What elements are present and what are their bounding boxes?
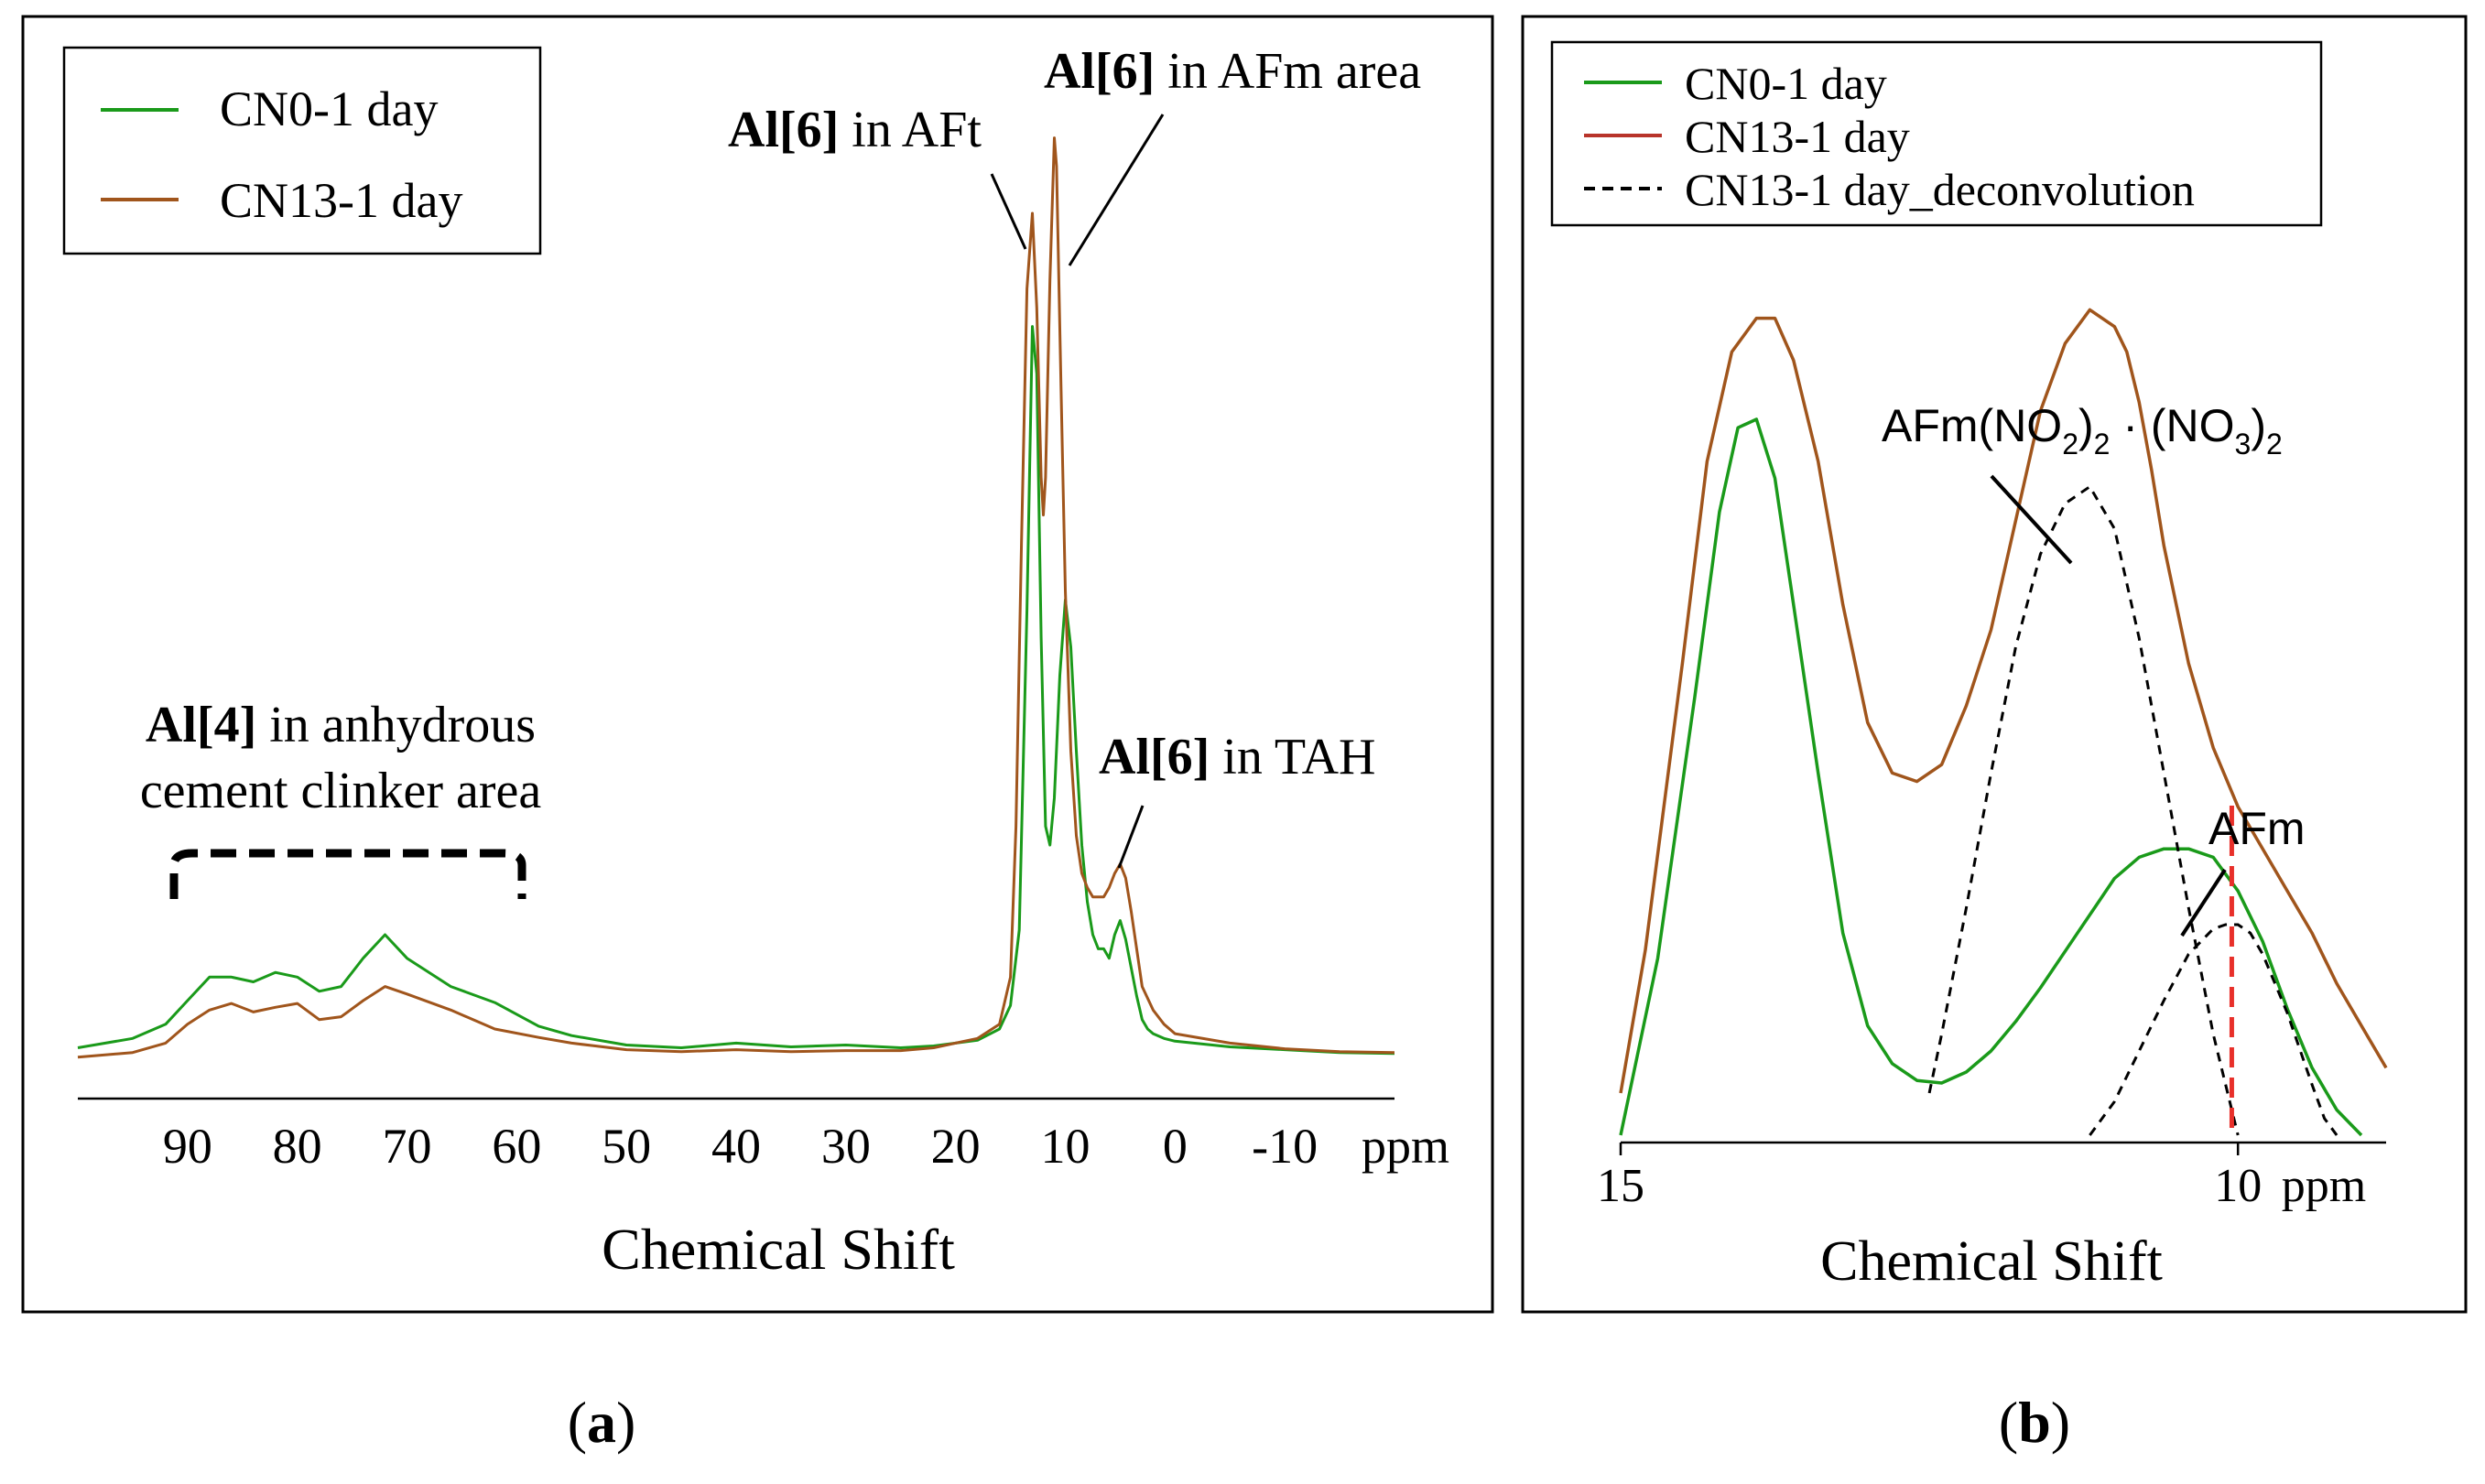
annotation-clinker: Al[4] in anhydrous: [146, 697, 536, 753]
annotation-afm-leader: [2180, 868, 2227, 937]
x-tick-label: 15: [1597, 1160, 1644, 1212]
x-tick-label: 80: [273, 1119, 322, 1174]
annotation-aft: Al[6] in AFt: [728, 102, 982, 158]
panel-a-frame: [21, 15, 1494, 1314]
annotation-aft-leader: [990, 173, 1027, 250]
x-tick-label: 40: [711, 1119, 761, 1174]
x-tick-label: 70: [383, 1119, 432, 1174]
panel-b-legend: CN0-1 day CN13-1 day CN13-1 day_deconvol…: [1550, 40, 2323, 227]
panel-a-series-cn13-line: [77, 136, 1395, 1059]
panel-b-series-cn0-line: [1619, 417, 2363, 1137]
x-tick-label: 50: [602, 1119, 651, 1174]
panel-a-legend-label-cn0: CN0-1 day: [220, 81, 438, 136]
panel-a-x-ticks: 90 80 70 60 50 40 30 20 10 0 -10: [163, 1119, 1318, 1174]
clinker-bracket: [169, 849, 526, 899]
annotation-afm-area: Al[6] in AFm area: [1044, 43, 1421, 100]
annotation-afm-no2-no3-leader: [1990, 474, 2073, 565]
panel-a-unit-label: ppm: [1362, 1119, 1449, 1174]
panel-b-x-ticks: 15 10: [1597, 1143, 2262, 1212]
annotation-afm: AFm: [2208, 803, 2306, 854]
panel-b-legend-label-deconvolution: CN13-1 day_deconvolution: [1685, 164, 2195, 215]
panel-b-legend-box: [1550, 40, 2323, 227]
panel-label-b: (b): [1999, 1390, 2070, 1455]
panel-b-legend-label-cn13: CN13-1 day: [1685, 111, 1910, 162]
panel-b-legend-label-cn0: CN0-1 day: [1685, 58, 1887, 109]
panel-a: 90 80 70 60 50 40 30 20 10 0 -10 ppm Chemical Shif…: [21, 15, 1494, 1314]
panel-b-x-axis-title: Chemical Shift: [1820, 1230, 2163, 1293]
panel-b-unit-label: ppm: [2282, 1160, 2366, 1212]
panel-b-deconvolution-afm-no2-no3: [1927, 484, 2240, 1136]
x-tick-label: 10: [1041, 1119, 1091, 1174]
x-tick-label: 10: [2214, 1160, 2262, 1212]
x-tick-label: 60: [492, 1119, 541, 1174]
annotation-tah: Al[6] in TAH: [1099, 729, 1375, 785]
panel-a-x-axis-title: Chemical Shift: [602, 1217, 955, 1282]
panel-a-legend: CN0-1 day CN13-1 day: [62, 46, 542, 255]
annotation-afm-area-leader: [1068, 114, 1165, 266]
x-tick-label: 0: [1163, 1119, 1188, 1174]
panel-b-series-cn13-line: [1619, 308, 2388, 1094]
annotation-clinker-line2: cement clinker area: [140, 763, 542, 819]
panel-a-series-cn0-line: [77, 325, 1395, 1056]
x-tick-label: 30: [821, 1119, 871, 1174]
panel-a-legend-box: [62, 46, 542, 255]
x-tick-label: 90: [163, 1119, 212, 1174]
annotation-afm-no2-no3: AFm(NO2)2 · (NO3)2: [1882, 400, 2283, 460]
panel-b: 15 10 ppm Chemical Shift CN0-1 day CN13-1…: [1521, 15, 2468, 1314]
annotation-tah-leader: [1117, 805, 1145, 869]
x-tick-label: -10: [1252, 1119, 1318, 1174]
x-tick-label: 20: [931, 1119, 981, 1174]
panel-b-deconvolution-afm: [2089, 923, 2339, 1136]
panel-label-a: (a): [568, 1390, 636, 1455]
panel-a-legend-label-cn13: CN13-1 day: [220, 173, 462, 228]
panel-b-frame: [1521, 15, 2468, 1314]
